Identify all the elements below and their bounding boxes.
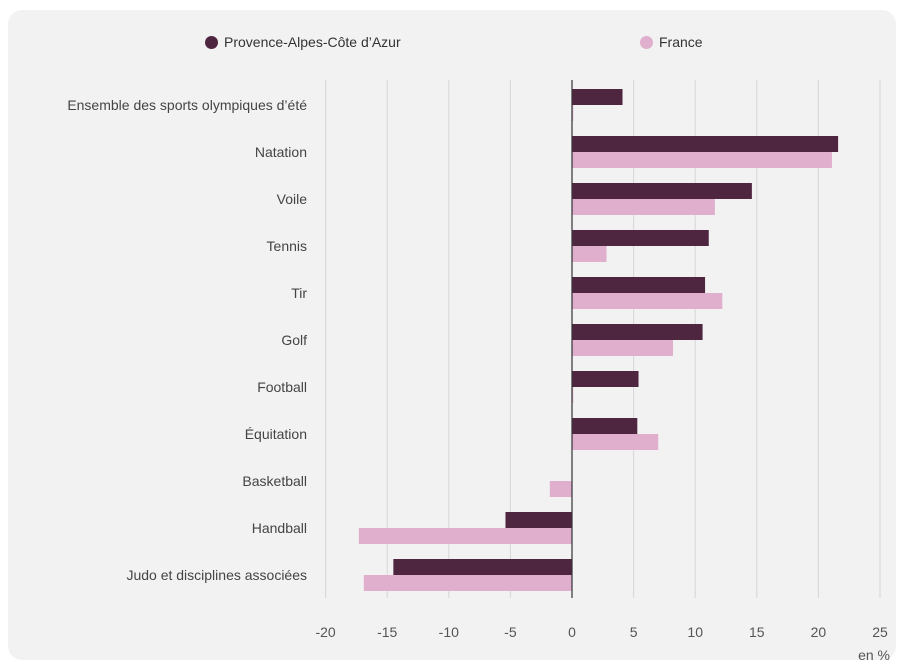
bar-paca bbox=[572, 89, 623, 105]
legend-item-paca: Provence-Alpes-Côte d’Azur bbox=[205, 34, 401, 50]
x-tick-label: -15 bbox=[377, 624, 397, 640]
category-label: Voile bbox=[277, 191, 308, 207]
x-tick-label: -20 bbox=[315, 624, 335, 640]
bar-france bbox=[572, 293, 723, 309]
x-tick-label: 5 bbox=[630, 624, 638, 640]
bar-france bbox=[363, 575, 572, 591]
bar-france bbox=[572, 105, 574, 121]
category-label: Ensemble des sports olympiques d’été bbox=[67, 97, 307, 113]
x-tick-label: -5 bbox=[504, 624, 517, 640]
bar-paca bbox=[572, 418, 638, 434]
legend-label-france: France bbox=[659, 34, 703, 50]
category-label: Football bbox=[257, 379, 307, 395]
bar-paca bbox=[505, 512, 572, 528]
bar-france bbox=[358, 528, 572, 544]
x-tick-label: -10 bbox=[439, 624, 459, 640]
category-label: Handball bbox=[252, 520, 307, 536]
bar-paca bbox=[572, 183, 752, 199]
bar-france bbox=[572, 246, 607, 262]
chart-card bbox=[8, 10, 896, 660]
category-label: Golf bbox=[281, 332, 307, 348]
bar-france bbox=[572, 199, 715, 215]
legend-swatch-paca bbox=[205, 35, 218, 49]
bar-france bbox=[572, 387, 574, 403]
bar-france bbox=[549, 481, 572, 497]
x-tick-label: 15 bbox=[749, 624, 765, 640]
category-label: Judo et disciplines associées bbox=[126, 567, 307, 583]
bar-france bbox=[572, 434, 659, 450]
bar-paca bbox=[572, 371, 639, 387]
category-label: Basketball bbox=[242, 473, 307, 489]
legend: Provence-Alpes-Côte d’Azur France bbox=[0, 34, 898, 58]
bar-paca bbox=[572, 230, 709, 246]
x-tick-label: 25 bbox=[872, 624, 888, 640]
category-label: Natation bbox=[255, 144, 307, 160]
bar-paca bbox=[572, 277, 706, 293]
legend-item-france: France bbox=[640, 34, 703, 50]
bar-france bbox=[572, 152, 832, 168]
legend-swatch-france bbox=[640, 35, 653, 49]
category-label: Tennis bbox=[267, 238, 307, 254]
x-tick-label: 0 bbox=[568, 624, 576, 640]
legend-label-paca: Provence-Alpes-Côte d’Azur bbox=[224, 34, 401, 50]
unit-label: en % bbox=[858, 647, 890, 663]
category-label: Tir bbox=[291, 285, 307, 301]
bar-paca bbox=[572, 136, 839, 152]
x-tick-label: 20 bbox=[811, 624, 827, 640]
x-tick-label: 10 bbox=[687, 624, 703, 640]
bar-france bbox=[572, 340, 674, 356]
category-label: Équitation bbox=[245, 426, 307, 442]
bar-paca bbox=[393, 559, 572, 575]
bar-paca bbox=[572, 324, 703, 340]
